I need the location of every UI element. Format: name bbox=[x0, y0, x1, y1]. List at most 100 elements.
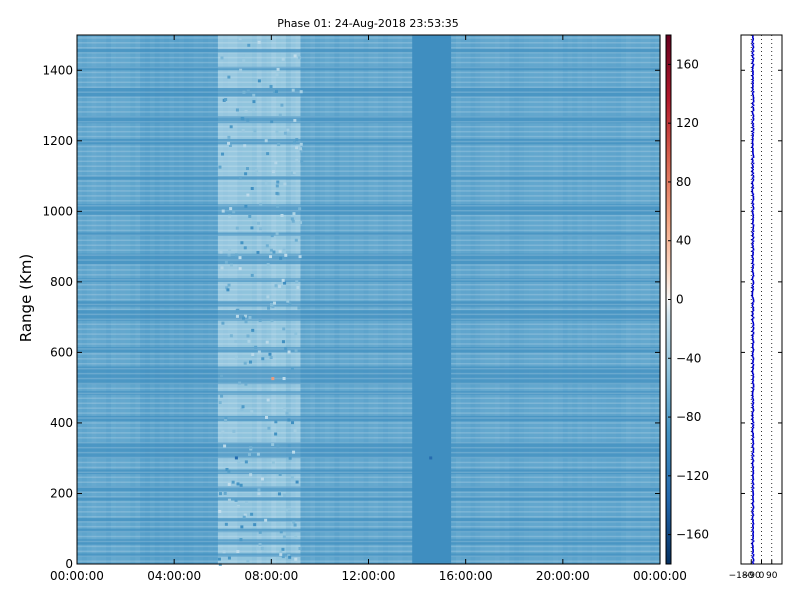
heatmap-column bbox=[557, 35, 564, 564]
phase-point bbox=[751, 261, 754, 263]
heatmap-column bbox=[499, 35, 506, 564]
heatmap-speckle bbox=[300, 160, 304, 164]
heatmap-speckle bbox=[227, 482, 231, 486]
phase-point bbox=[752, 458, 754, 461]
heatmap-stripe bbox=[77, 244, 660, 246]
phase-point bbox=[751, 464, 754, 467]
phase-point bbox=[752, 166, 754, 168]
phase-point bbox=[752, 123, 755, 125]
heatmap-speckle bbox=[258, 542, 262, 546]
heatmap-stripe bbox=[77, 308, 660, 311]
heatmap-speckle bbox=[253, 129, 257, 133]
heatmap-range-band bbox=[77, 278, 660, 282]
heatmap-speckle bbox=[226, 288, 230, 292]
phase-point bbox=[752, 532, 754, 535]
phase-point bbox=[751, 427, 754, 430]
heatmap-speckle bbox=[278, 472, 282, 476]
phase-point bbox=[752, 60, 754, 62]
heatmap-column bbox=[504, 35, 510, 564]
heatmap-stripe bbox=[77, 190, 660, 192]
heatmap-range-band bbox=[77, 415, 660, 422]
heatmap-speckle bbox=[270, 120, 274, 124]
phase-point bbox=[752, 100, 755, 103]
phase-point bbox=[751, 456, 754, 458]
phase-point bbox=[752, 498, 754, 500]
phase-point bbox=[751, 262, 754, 265]
heatmap-speckle bbox=[257, 171, 261, 175]
heatmap-column bbox=[120, 35, 127, 564]
phase-point bbox=[752, 97, 755, 99]
phase-point bbox=[751, 55, 754, 57]
heatmap-column bbox=[553, 35, 559, 564]
heatmap-speckle bbox=[234, 253, 238, 257]
heatmap-column bbox=[625, 35, 632, 564]
heatmap-speckle bbox=[232, 429, 236, 433]
heatmap-stripe bbox=[77, 353, 660, 355]
phase-point bbox=[751, 292, 754, 294]
phase-point bbox=[752, 184, 754, 187]
phase-point bbox=[752, 299, 755, 302]
phase-point bbox=[752, 448, 755, 451]
phase-point bbox=[752, 282, 755, 284]
heatmap-speckle bbox=[224, 98, 228, 102]
heatmap-range-band bbox=[77, 204, 660, 215]
heatmap-stripe bbox=[77, 511, 660, 513]
heatmap-stripe bbox=[77, 224, 660, 227]
heatmap-column bbox=[548, 35, 554, 564]
heatmap-column bbox=[256, 35, 263, 564]
phase-point bbox=[751, 430, 754, 433]
phase-point bbox=[751, 445, 754, 447]
phase-point bbox=[752, 274, 755, 277]
heatmap-stripe bbox=[77, 303, 660, 306]
phase-point bbox=[751, 141, 754, 144]
heatmap-speckle bbox=[291, 171, 295, 175]
heatmap-speckle bbox=[224, 418, 228, 422]
heatmap-stripe bbox=[77, 407, 660, 409]
phase-point bbox=[752, 378, 754, 381]
phase-point bbox=[752, 537, 754, 540]
heatmap-speckle bbox=[284, 253, 288, 257]
phase-point bbox=[752, 553, 755, 556]
heatmap-speckle bbox=[295, 146, 299, 150]
heatmap-column bbox=[319, 35, 326, 564]
phase-point bbox=[751, 145, 754, 147]
heatmap-column bbox=[242, 35, 248, 564]
heatmap-column bbox=[494, 35, 501, 564]
heatmap-stripe bbox=[77, 471, 660, 474]
heatmap-speckle bbox=[274, 432, 278, 436]
phase-point bbox=[751, 320, 754, 323]
phase-reference-lines bbox=[750, 35, 773, 564]
phase-point bbox=[752, 279, 754, 282]
heatmap-speckle bbox=[250, 187, 254, 191]
heatmap-stripe bbox=[77, 550, 660, 553]
phase-point bbox=[752, 313, 754, 315]
phase-panel: −180−900 90 bbox=[729, 34, 783, 581]
phase-point bbox=[751, 209, 754, 212]
phase-point bbox=[752, 283, 754, 286]
heatmap-speckle bbox=[224, 417, 228, 421]
heatmap-stripe bbox=[77, 195, 660, 197]
phase-point bbox=[752, 69, 754, 72]
heatmap-speckle bbox=[271, 305, 275, 309]
phase-point bbox=[751, 334, 754, 336]
y-tick-label: 800 bbox=[50, 275, 73, 289]
heatmap-column bbox=[329, 35, 336, 564]
heatmap-range-band bbox=[77, 87, 660, 97]
phase-point bbox=[752, 160, 754, 162]
heatmap-speckle bbox=[227, 135, 231, 139]
heatmap-speckle bbox=[254, 345, 258, 349]
phase-point bbox=[752, 187, 755, 189]
phase-point bbox=[751, 541, 754, 544]
heatmap-speckle bbox=[294, 348, 298, 352]
phase-point bbox=[752, 168, 754, 171]
heatmap-speckle bbox=[219, 250, 223, 254]
phase-point bbox=[751, 355, 754, 357]
phase-point bbox=[752, 540, 755, 542]
phase-point bbox=[752, 65, 754, 67]
phase-point bbox=[752, 405, 754, 408]
phase-y-ticks bbox=[741, 69, 782, 565]
phase-point bbox=[752, 195, 755, 198]
phase-point bbox=[752, 450, 754, 452]
heatmap-stripe bbox=[77, 318, 660, 321]
heatmap-stripe bbox=[77, 160, 660, 163]
